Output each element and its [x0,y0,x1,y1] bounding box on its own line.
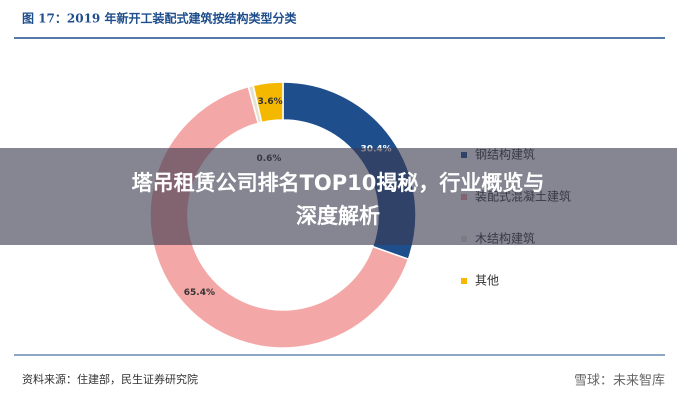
data-label: 3.6% [258,97,283,107]
legend-swatch [461,278,467,284]
overlay-band [0,148,677,245]
chart-title: 图 17：2019 年新开工装配式建筑按结构类型分类 [22,11,297,26]
source: 资料来源：住建部，民生证券研究院 [22,372,198,386]
overlay-title: 塔吊租赁公司排名TOP10揭秘，行业概览与 [132,171,545,195]
data-label: 65.4% [184,288,215,298]
donut-segment [149,85,410,349]
watermark: 雪球：未来智库 [574,373,665,389]
legend-label: 其他 [475,274,499,288]
donut-segment [252,81,284,124]
overlay-title: 深度解析 [296,204,380,228]
